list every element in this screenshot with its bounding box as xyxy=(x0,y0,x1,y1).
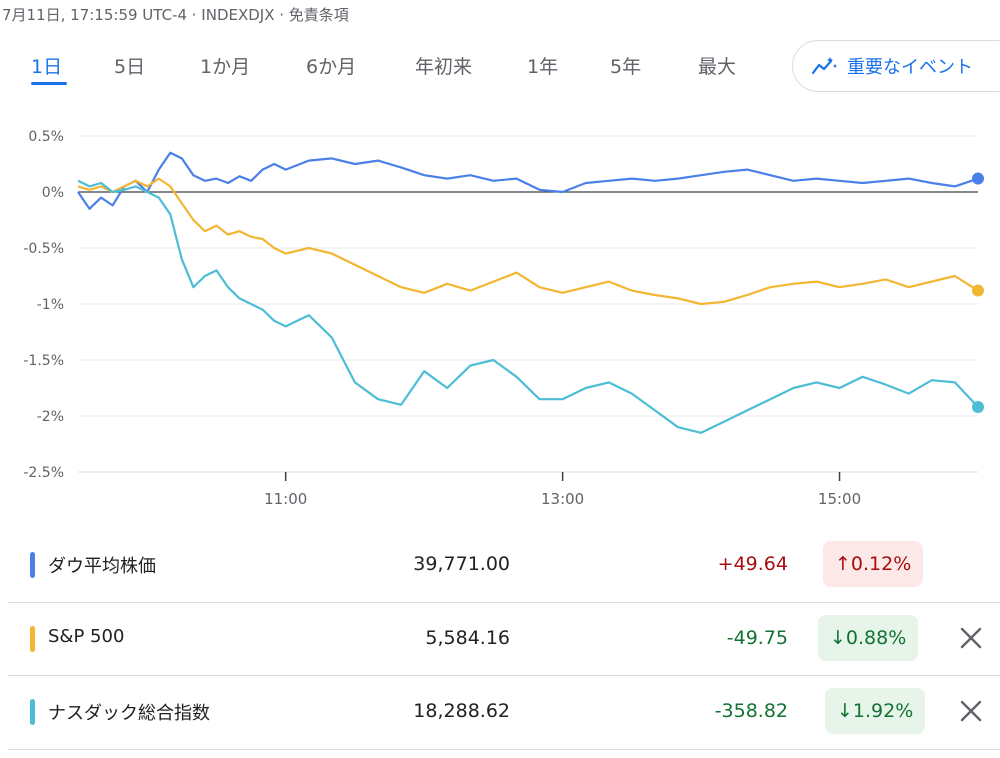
arrow-up-icon: ↑ xyxy=(835,553,851,575)
x-tick-label: 11:00 xyxy=(264,490,307,508)
index-price: 5,584.16 xyxy=(425,627,510,649)
y-axis-ticks: 0.5% 0% -0.5% -1% -1.5% -2% -2.5% xyxy=(23,129,64,481)
y-tick-label: -0.5% xyxy=(23,241,64,257)
active-tab-indicator xyxy=(31,82,67,85)
series-end-point-sp500 xyxy=(972,284,984,297)
x-axis-ticks: 11:00 13:00 15:00 xyxy=(78,471,978,508)
series-color-swatch xyxy=(30,699,35,725)
index-change: -358.82 xyxy=(714,700,788,722)
range-tabs: 1日 5日 1か月 6か月 年初来 1年 5年 最大 xyxy=(0,52,1000,92)
percent-change-value: 0.88% xyxy=(845,627,907,649)
row-divider xyxy=(8,602,1000,603)
percent-change-value: 1.92% xyxy=(852,700,914,722)
index-row-nasdaq[interactable]: ナスダック総合指数 18,288.62 -358.82 ↓ 1.92% xyxy=(8,676,1000,748)
x-tick-label: 13:00 xyxy=(541,490,584,508)
series-color-swatch xyxy=(30,552,35,578)
series-line-sp500 xyxy=(77,177,979,306)
percent-change-badge: ↓ 0.88% xyxy=(818,615,919,661)
y-tick-label: 0% xyxy=(42,185,64,201)
key-events-button[interactable]: 重要なイベント xyxy=(792,40,1000,92)
arrow-down-icon: ↓ xyxy=(837,700,853,722)
percent-change-badge: ↑ 0.12% xyxy=(823,541,924,587)
index-change: +49.64 xyxy=(717,553,788,575)
index-change: -49.75 xyxy=(726,627,788,649)
row-divider xyxy=(8,749,1000,750)
y-tick-label: -2.5% xyxy=(23,465,64,481)
tab-1-day[interactable]: 1日 xyxy=(31,56,63,78)
series-line-nasdaq xyxy=(77,179,979,434)
tab-1-year[interactable]: 1年 xyxy=(527,56,559,78)
chart-grid xyxy=(78,135,978,473)
series-end-point-nasdaq xyxy=(972,401,984,414)
series-color-swatch xyxy=(30,626,35,652)
series-end-point-dow xyxy=(972,172,984,185)
index-name: ナスダック総合指数 xyxy=(48,703,210,724)
row-divider xyxy=(8,675,1000,676)
y-tick-label: -1% xyxy=(37,297,64,313)
index-price: 18,288.62 xyxy=(413,700,510,722)
quote-meta: 7月11日, 17:15:59 UTC-4 · INDEXDJX · 免責条項 xyxy=(2,6,349,24)
y-tick-label: 0.5% xyxy=(28,129,64,145)
index-row-sp500[interactable]: S&P 500 5,584.16 -49.75 ↓ 0.88% xyxy=(8,603,1000,675)
sparkle-trend-icon xyxy=(811,57,837,75)
chart-series xyxy=(77,151,984,434)
tab-1-month[interactable]: 1か月 xyxy=(200,56,251,78)
tab-5-years[interactable]: 5年 xyxy=(610,56,642,78)
percent-change-badge: ↓ 1.92% xyxy=(825,688,926,734)
y-tick-label: -2% xyxy=(37,409,64,425)
tab-ytd[interactable]: 年初来 xyxy=(415,56,473,78)
remove-close-icon[interactable] xyxy=(958,625,984,651)
index-row-dow[interactable]: ダウ平均株価 39,771.00 +49.64 ↑ 0.12% xyxy=(8,529,1000,601)
key-events-label: 重要なイベント xyxy=(847,57,973,78)
tab-max[interactable]: 最大 xyxy=(698,56,737,78)
arrow-down-icon: ↓ xyxy=(830,627,846,649)
index-line-chart: 0.5% 0% -0.5% -1% -1.5% -2% -2.5% 11:00 13:00 15… xyxy=(23,129,984,508)
index-name: S&P 500 xyxy=(48,626,125,647)
percent-change-value: 0.12% xyxy=(850,553,912,575)
index-name: ダウ平均株価 xyxy=(48,556,156,577)
tab-5-days[interactable]: 5日 xyxy=(114,56,146,78)
index-price: 39,771.00 xyxy=(413,553,510,575)
remove-close-icon[interactable] xyxy=(958,698,984,724)
series-line-dow xyxy=(77,151,979,210)
y-tick-label: -1.5% xyxy=(23,353,64,369)
x-tick-label: 15:00 xyxy=(818,490,861,508)
tab-6-months[interactable]: 6か月 xyxy=(306,56,357,78)
